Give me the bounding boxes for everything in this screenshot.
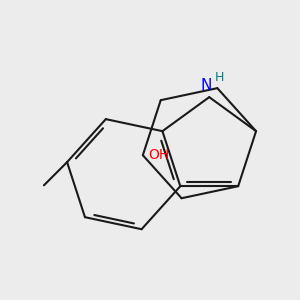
Text: N: N bbox=[201, 77, 212, 92]
Text: H: H bbox=[215, 71, 224, 84]
Text: OH: OH bbox=[148, 148, 170, 162]
